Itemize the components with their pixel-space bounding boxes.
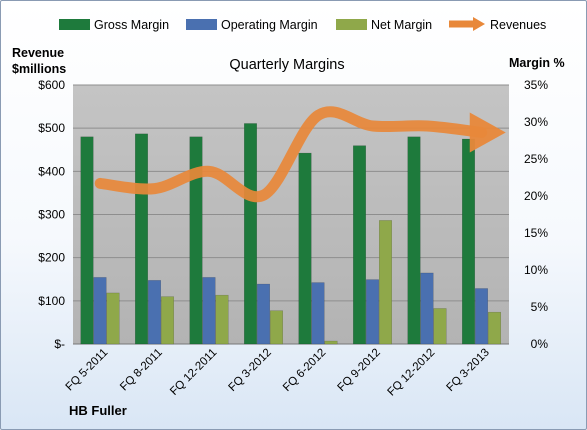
bar-gross-margin xyxy=(353,145,366,345)
bars xyxy=(80,123,501,345)
left-tick-label: $500 xyxy=(38,121,65,135)
bar-gross-margin xyxy=(407,136,421,345)
bar-gross-margin xyxy=(135,133,148,345)
bar-operating-margin xyxy=(366,279,379,345)
right-tick-label: 35% xyxy=(524,78,548,92)
bar-operating-margin xyxy=(202,277,216,345)
legend-item-revenues: Revenues xyxy=(449,17,546,32)
bar-operating-margin xyxy=(420,272,434,345)
bar-gross-margin xyxy=(189,136,203,345)
bar-net-margin xyxy=(215,294,229,345)
x-tick-label: FQ 12-2012 xyxy=(385,347,437,399)
right-tick-label: 25% xyxy=(524,152,548,166)
revenue-line xyxy=(94,106,506,203)
bar-gross-margin xyxy=(80,136,94,345)
bar-operating-margin xyxy=(93,277,107,345)
legend-swatch-net-margin xyxy=(336,19,367,30)
left-axis-label-line2: $millions xyxy=(12,62,66,76)
bar-operating-margin xyxy=(257,283,270,345)
legend-label-operating-margin: Operating Margin xyxy=(221,18,318,32)
x-tick-label: FQ 8-2011 xyxy=(118,347,165,394)
bar-operating-margin xyxy=(311,282,325,345)
bar-operating-margin xyxy=(148,280,161,345)
legend-item-net-margin: Net Margin xyxy=(336,18,432,32)
company-name: HB Fuller xyxy=(69,403,127,418)
x-tick-label: FQ 9-2012 xyxy=(336,347,383,394)
right-tick-label: 5% xyxy=(531,300,549,314)
left-tick-label: $300 xyxy=(38,208,65,222)
x-tick-label: FQ 12-2011 xyxy=(168,347,219,398)
legend-swatch-gross-margin xyxy=(59,19,90,30)
right-axis-ticks: 0% 5% 10% 15% 20% 25% 30% 35% xyxy=(524,78,548,351)
bar-gross-margin xyxy=(298,152,312,345)
left-tick-label: $600 xyxy=(38,78,65,92)
x-tick-label: FQ 6-2012 xyxy=(281,347,328,394)
legend-item-gross-margin: Gross Margin xyxy=(59,18,169,32)
left-tick-label: $400 xyxy=(38,164,65,178)
bar-net-margin xyxy=(106,292,120,345)
bar-net-margin xyxy=(324,340,338,345)
bar-operating-margin xyxy=(475,288,488,345)
left-axis-label-line1: Revenue xyxy=(12,46,64,60)
legend-arrowhead-revenues xyxy=(473,17,485,31)
legend-swatch-operating-margin xyxy=(186,19,217,30)
x-tick-label: FQ 5-2011 xyxy=(64,347,111,394)
bar-gross-margin xyxy=(462,138,475,345)
right-tick-label: 15% xyxy=(524,226,548,240)
left-tick-label: $200 xyxy=(38,251,65,265)
bar-net-margin xyxy=(379,220,392,345)
x-axis-tick-labels: FQ 5-2011 FQ 8-2011 FQ 12-2011 FQ 3-2012 FQ … xyxy=(64,347,492,399)
right-tick-label: 0% xyxy=(531,337,549,351)
legend-label-revenues: Revenues xyxy=(490,18,546,32)
bar-net-margin xyxy=(161,296,174,345)
x-tick-label: FQ 3-2013 xyxy=(445,347,492,394)
left-tick-label: $- xyxy=(54,337,65,351)
legend-item-operating-margin: Operating Margin xyxy=(186,18,318,32)
legend-label-gross-margin: Gross Margin xyxy=(94,18,169,32)
right-axis-label: Margin % xyxy=(509,56,565,70)
bar-net-margin xyxy=(488,311,501,345)
legend: Gross Margin Operating Margin Net Margin… xyxy=(59,17,546,32)
right-tick-label: 30% xyxy=(524,115,548,129)
revenue-line-path xyxy=(94,106,488,203)
bar-net-margin xyxy=(433,308,447,345)
legend-label-net-margin: Net Margin xyxy=(371,18,432,32)
revenue-line-arrowhead xyxy=(469,112,506,153)
bar-net-margin xyxy=(270,310,283,345)
right-tick-label: 20% xyxy=(524,189,548,203)
left-tick-label: $100 xyxy=(38,294,65,308)
bar-gross-margin xyxy=(244,123,257,345)
x-tick-label: FQ 3-2012 xyxy=(227,347,274,394)
right-tick-label: 10% xyxy=(524,263,548,277)
chart-title: Quarterly Margins xyxy=(229,57,344,73)
left-axis-ticks: $- $100 $200 $300 $400 $500 $600 xyxy=(38,78,65,351)
